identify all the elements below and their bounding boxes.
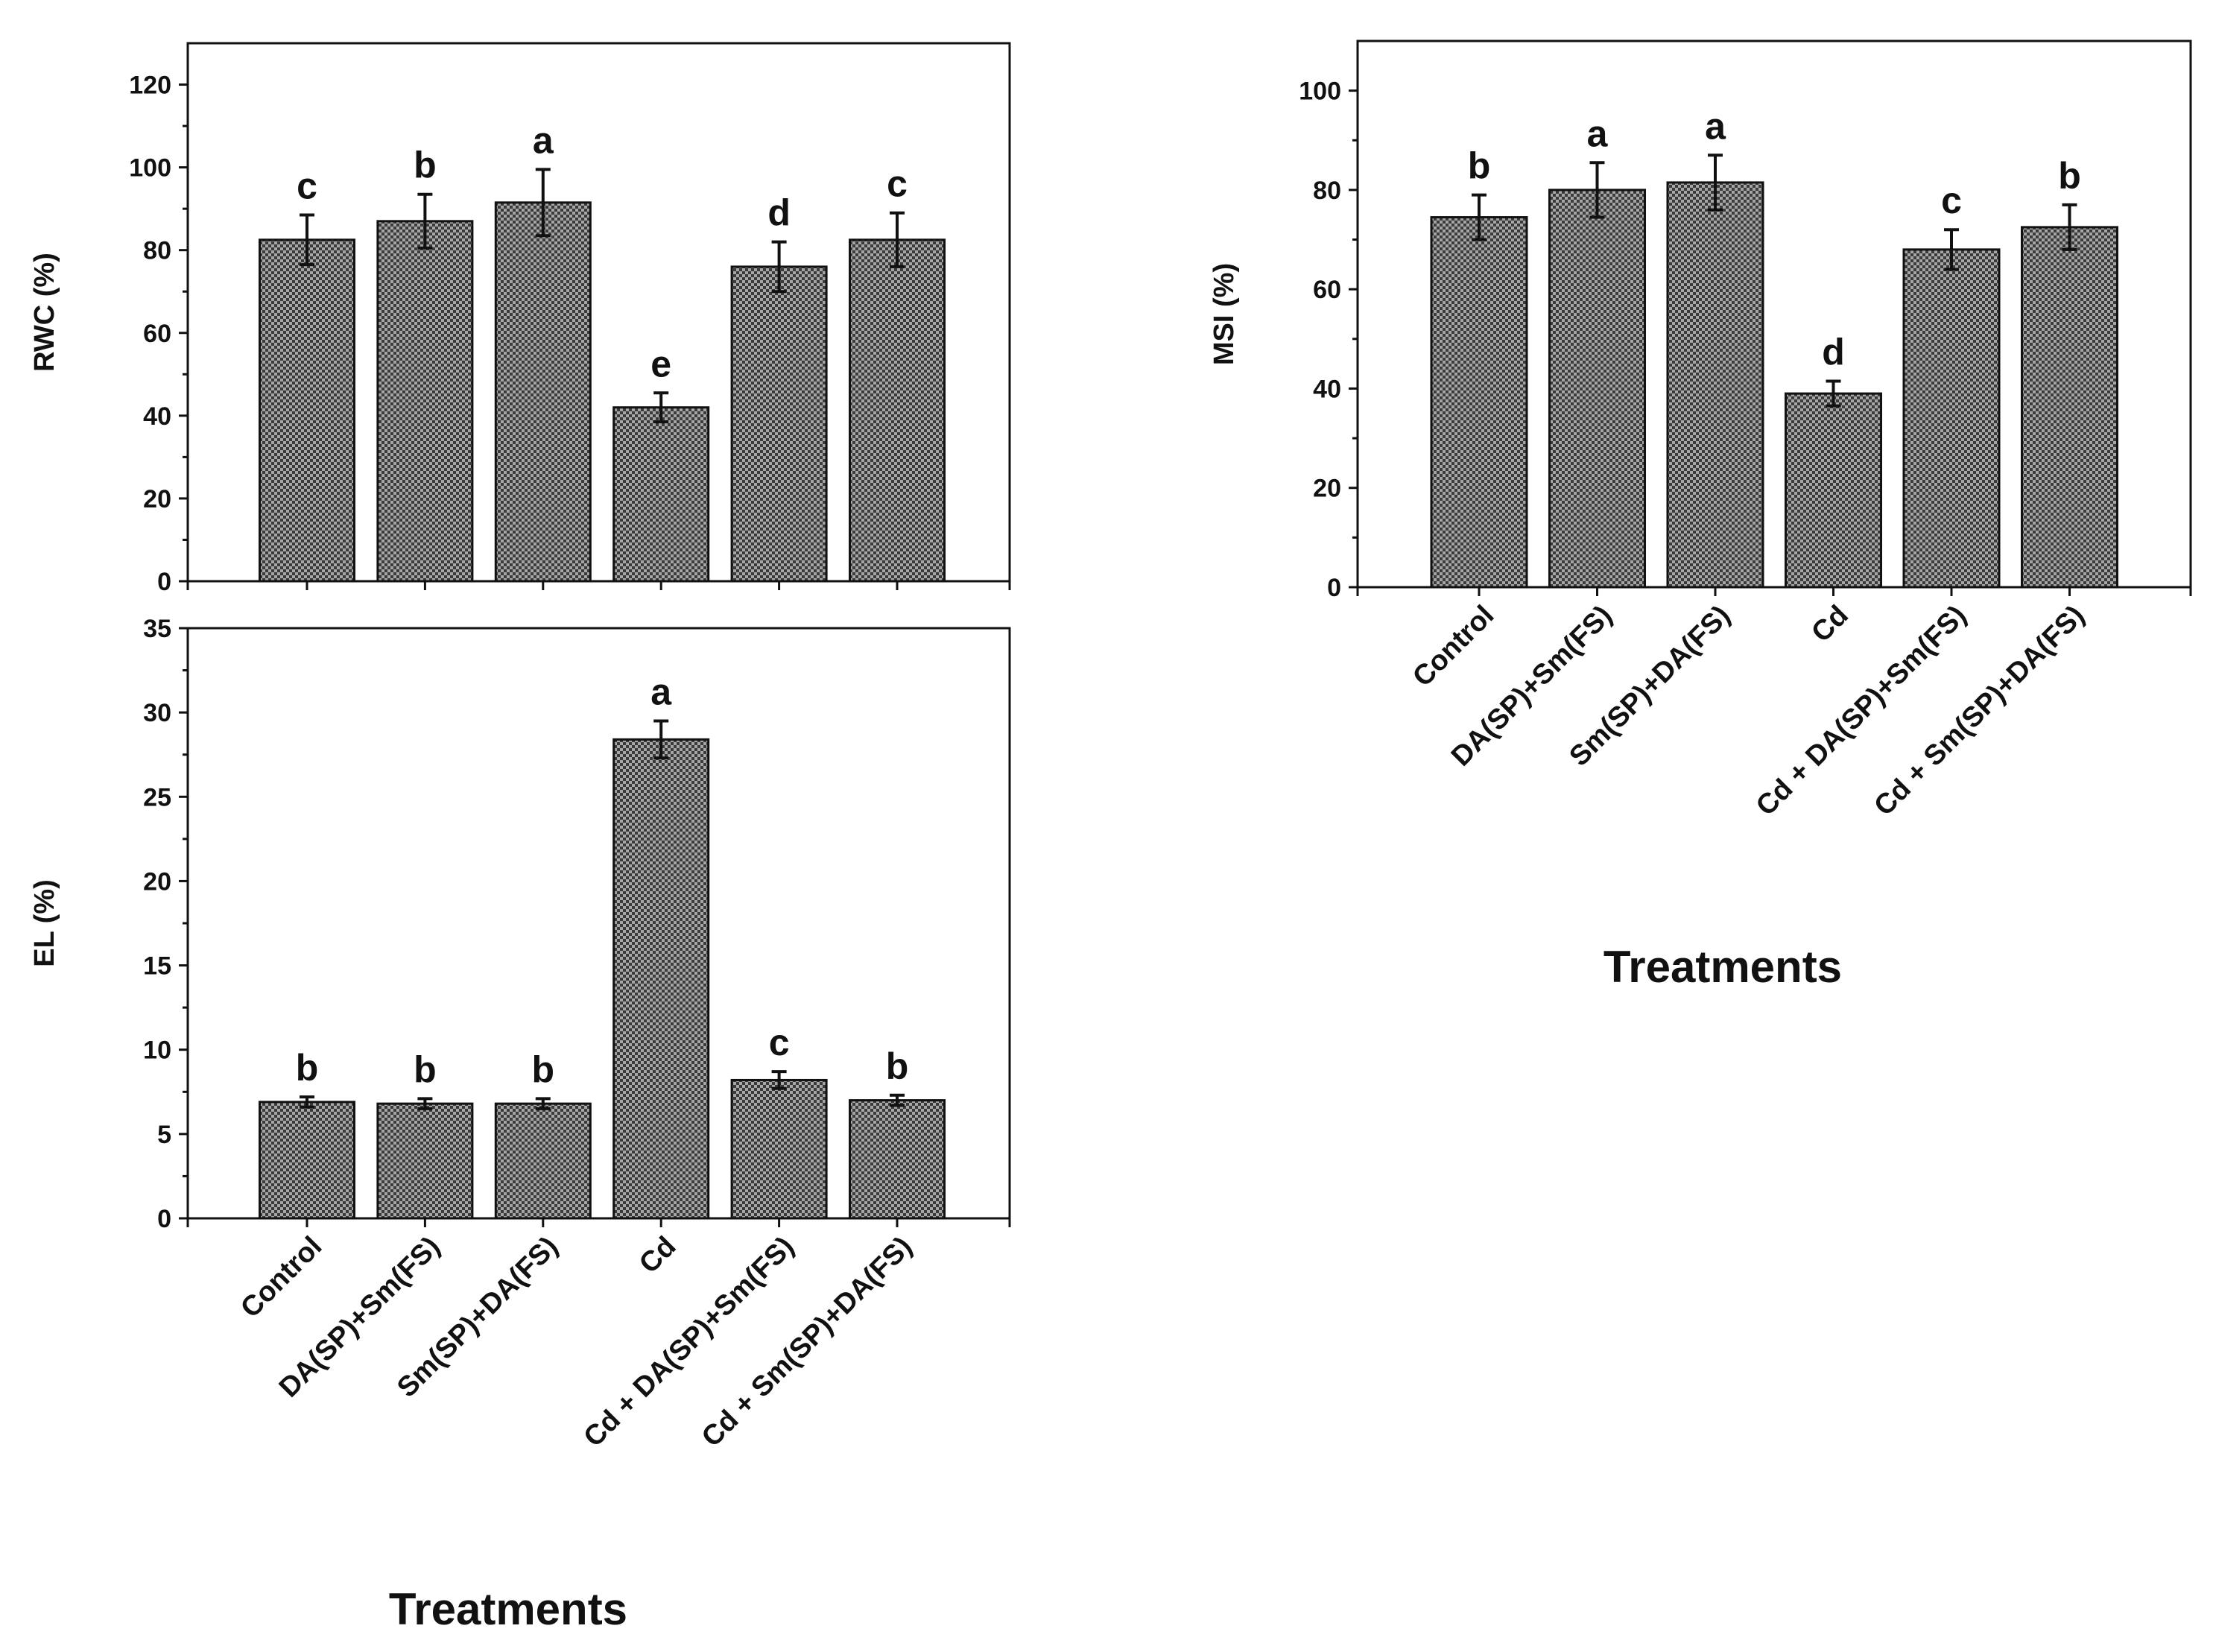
bar [1666, 181, 1764, 589]
bar [849, 238, 946, 583]
significance-label: b [532, 1048, 555, 1090]
y-tick-label: 20 [143, 867, 171, 896]
y-axis-title: MSI (%) [1209, 263, 1240, 365]
x-axis-title: Treatments [1603, 942, 1842, 992]
y-tick-label: 20 [143, 485, 171, 513]
y-tick-label: 30 [143, 699, 171, 727]
panel-rwc-chart: 0 20 40 60 80 100 120 RWC (%) c b a e d c [29, 42, 1011, 596]
significance-label: b [414, 145, 437, 186]
x-axis-title: Treatments [389, 1584, 627, 1634]
category-label: Control [235, 1231, 328, 1324]
significance-label: b [886, 1045, 909, 1087]
y-tick-label: 10 [143, 1037, 171, 1065]
y-tick-label: 80 [143, 237, 171, 265]
significance-label: e [650, 343, 671, 384]
bar [2021, 226, 2118, 589]
y-tick-label: 100 [1299, 77, 1341, 106]
significance-label: a [533, 119, 554, 161]
significance-label: b [1468, 145, 1491, 187]
significance-label: c [887, 163, 908, 205]
category-label: Cd + Sm(SP)+DA(FS) [1868, 600, 2090, 822]
y-tick-label: 25 [143, 783, 171, 811]
y-tick-label: 5 [157, 1121, 171, 1149]
y-tick-label: 20 [1313, 475, 1341, 503]
bar [259, 238, 355, 583]
significance-label: c [1941, 180, 1962, 221]
y-axis-title: RWC (%) [29, 253, 60, 372]
category-label: Control [1407, 600, 1500, 693]
y-tick-label: 15 [143, 952, 171, 981]
category-label: Cd [1805, 600, 1855, 649]
bar [612, 738, 710, 1220]
y-tick-label: 80 [1313, 177, 1341, 205]
bar [376, 1102, 474, 1220]
bar [376, 220, 474, 583]
bar [1548, 189, 1646, 589]
significance-label: d [767, 192, 791, 234]
bar [1430, 216, 1528, 589]
significance-label: c [297, 165, 317, 206]
category-label: Cd + DA(SP)+Sm(FS) [1750, 600, 1972, 822]
plot-frame [186, 42, 1011, 583]
bar [494, 1102, 592, 1220]
significance-label: a [1705, 105, 1726, 147]
bar [494, 201, 592, 583]
bar [849, 1099, 946, 1220]
y-tick-label: 0 [1327, 574, 1341, 602]
significance-label: b [414, 1048, 437, 1090]
bar [612, 406, 710, 583]
y-tick-label: 60 [1313, 276, 1341, 304]
bar [730, 1078, 828, 1220]
y-axis-title: EL (%) [29, 879, 60, 967]
y-tick-label: 60 [143, 320, 171, 348]
bar [1902, 248, 2001, 589]
bar [1785, 392, 1882, 589]
significance-label: a [1587, 113, 1609, 154]
significance-label: c [769, 1022, 790, 1063]
category-label: Cd + DA(SP)+Sm(FS) [578, 1231, 800, 1453]
significance-label: d [1822, 331, 1845, 373]
significance-label: b [2058, 155, 2081, 197]
y-tick-label: 40 [143, 402, 171, 431]
significance-label: b [296, 1047, 319, 1089]
y-tick-label: 35 [143, 615, 171, 643]
significance-label: a [650, 671, 672, 712]
y-tick-label: 120 [129, 72, 171, 100]
category-label: Cd + Sm(SP)+DA(FS) [696, 1231, 918, 1453]
bar [730, 265, 828, 583]
y-tick-label: 0 [157, 568, 171, 596]
y-tick-label: 40 [1313, 375, 1341, 403]
y-tick-label: 0 [157, 1205, 171, 1233]
plot-frame [1356, 39, 2192, 589]
y-tick-label: 100 [129, 154, 171, 183]
bar [259, 1101, 355, 1220]
category-label: Cd [633, 1231, 683, 1280]
